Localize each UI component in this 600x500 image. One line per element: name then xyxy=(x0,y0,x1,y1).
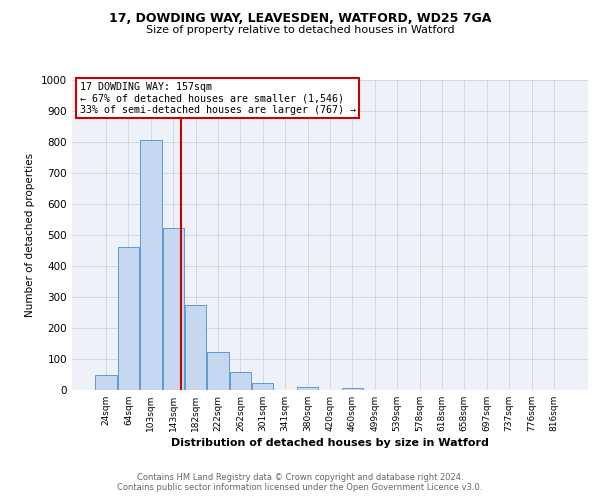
Bar xyxy=(252,383,274,390)
Bar xyxy=(342,388,363,390)
Text: Distribution of detached houses by size in Watford: Distribution of detached houses by size … xyxy=(171,438,489,448)
Bar xyxy=(118,247,139,390)
Text: Contains public sector information licensed under the Open Government Licence v3: Contains public sector information licen… xyxy=(118,482,482,492)
Bar xyxy=(95,376,117,390)
Bar xyxy=(208,352,229,390)
Y-axis label: Number of detached properties: Number of detached properties xyxy=(25,153,35,317)
Text: Size of property relative to detached houses in Watford: Size of property relative to detached ho… xyxy=(146,25,454,35)
Text: Contains HM Land Registry data © Crown copyright and database right 2024.: Contains HM Land Registry data © Crown c… xyxy=(137,472,463,482)
Text: 17 DOWDING WAY: 157sqm
← 67% of detached houses are smaller (1,546)
33% of semi-: 17 DOWDING WAY: 157sqm ← 67% of detached… xyxy=(80,82,356,115)
Text: 17, DOWDING WAY, LEAVESDEN, WATFORD, WD25 7GA: 17, DOWDING WAY, LEAVESDEN, WATFORD, WD2… xyxy=(109,12,491,26)
Bar xyxy=(230,372,251,390)
Bar xyxy=(185,304,206,390)
Bar xyxy=(297,386,318,390)
Bar xyxy=(140,140,161,390)
Bar xyxy=(163,228,184,390)
